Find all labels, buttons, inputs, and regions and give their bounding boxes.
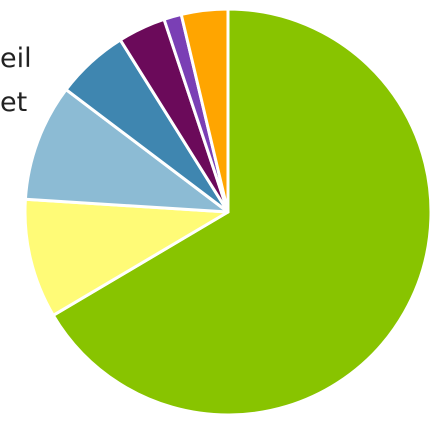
pie-slice-1 bbox=[51, 7, 431, 417]
pie-slice-3 bbox=[23, 88, 230, 214]
pie-slice-2 bbox=[23, 197, 230, 317]
pie-slice-7 bbox=[179, 7, 230, 214]
legend-fragment-1: eil bbox=[0, 43, 32, 74]
legend-fragment-2: et bbox=[0, 87, 28, 118]
